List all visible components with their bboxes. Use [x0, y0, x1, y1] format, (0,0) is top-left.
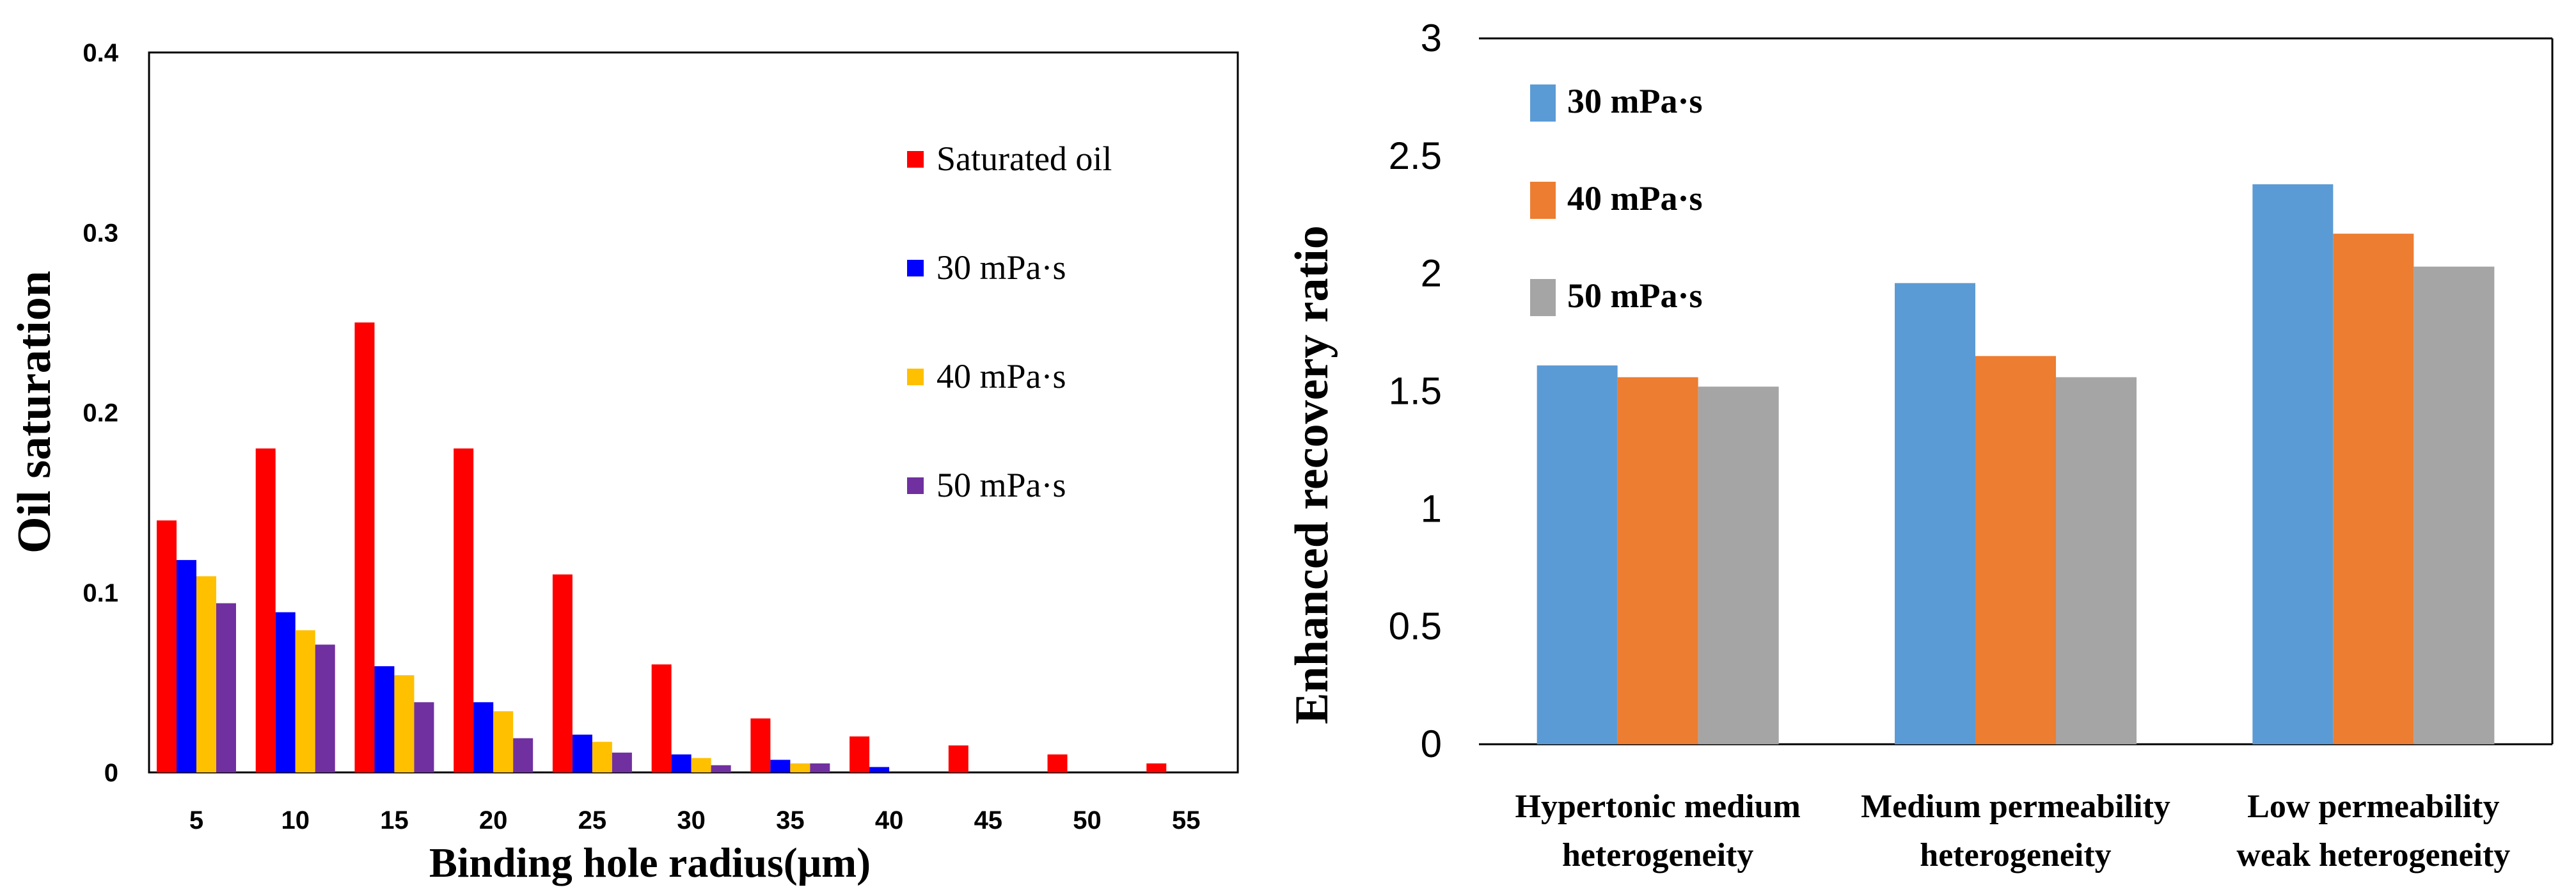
- left-x-axis-label: Binding hole radius(μm): [429, 840, 871, 886]
- right-y-tick-label: 3: [1421, 17, 1442, 60]
- left-bar-saturated-oil-50: [1047, 754, 1068, 772]
- left-bar-30-mpa-s-40: [869, 767, 890, 772]
- left-x-tick-label: 20: [479, 806, 508, 834]
- left-bar-50-mpa-s-30: [711, 765, 731, 772]
- left-bar-30-mpa-s-30: [671, 754, 691, 772]
- left-bar-saturated-oil-15: [354, 322, 375, 772]
- right-legend-swatch: [1530, 182, 1556, 219]
- right-bar-30-mpa-s-1: [1895, 283, 1975, 745]
- right-x-tick-label: weak heterogeneity: [2236, 837, 2510, 874]
- left-x-tick-label: 50: [1073, 806, 1102, 834]
- right-y-tick-label: 2.5: [1389, 134, 1442, 177]
- left-x-tick-label: 30: [677, 806, 706, 834]
- left-bar-saturated-oil-35: [750, 718, 771, 772]
- left-legend-label: 40 mPa·s: [936, 357, 1066, 395]
- left-x-tick-label: 5: [189, 806, 203, 834]
- right-x-tick-label: heterogeneity: [1920, 837, 2111, 874]
- left-bar-30-mpa-s-20: [473, 702, 494, 772]
- left-x-tick-label: 35: [776, 806, 805, 834]
- right-y-axis-label: Enhanced recovery ratio: [1286, 225, 1338, 724]
- right-x-tick-label: Medium permeability: [1861, 788, 2170, 825]
- left-bar-saturated-oil-55: [1146, 763, 1167, 772]
- left-bar-40-mpa-s-25: [592, 742, 612, 772]
- left-y-tick-label: 0.4: [83, 39, 118, 67]
- left-bar-40-mpa-s-15: [394, 675, 415, 772]
- left-bar-saturated-oil-10: [255, 448, 276, 772]
- left-y-axis-label: Oil saturation: [8, 271, 61, 554]
- left-bar-saturated-oil-20: [454, 448, 474, 772]
- left-bar-40-mpa-s-10: [295, 630, 315, 772]
- left-bar-50-mpa-s-25: [612, 753, 632, 772]
- right-y-tick-label: 0.5: [1389, 605, 1442, 648]
- left-y-tick-label: 0.3: [83, 219, 118, 247]
- left-bar-50-mpa-s-15: [414, 702, 434, 772]
- left-bar-30-mpa-s-35: [770, 760, 791, 772]
- right-bar-40-mpa-s-0: [1617, 377, 1698, 744]
- right-bar-30-mpa-s-2: [2252, 184, 2334, 744]
- right-x-tick-label: Low permeability: [2247, 788, 2499, 825]
- oil-saturation-chart: 0 0.1 0.2 0.3 0.4 5 10 15 20 25 30 35 40 45 50 55 Satu…: [8, 39, 1239, 886]
- left-bar-saturated-oil-25: [552, 574, 573, 772]
- left-bar-30-mpa-s-15: [374, 666, 395, 772]
- left-bar-30-mpa-s-25: [572, 734, 592, 772]
- left-bar-40-mpa-s-30: [691, 758, 711, 772]
- left-x-tick-label: 25: [578, 806, 607, 834]
- left-bar-saturated-oil-30: [651, 664, 672, 772]
- right-bar-40-mpa-s-1: [1975, 356, 2056, 744]
- left-x-tick-label: 55: [1172, 806, 1201, 834]
- recovery-ratio-chart: 0 0.5 1 1.5 2 2.5 3 Hypertonic medium heterogen…: [1286, 17, 2554, 874]
- right-bar-50-mpa-s-1: [2056, 377, 2137, 744]
- right-legend-swatch: [1530, 84, 1556, 122]
- left-legend-swatch: [907, 369, 924, 385]
- left-legend-label: 30 mPa·s: [936, 248, 1066, 287]
- left-x-tick-label: 15: [380, 806, 409, 834]
- left-x-tick-label: 40: [875, 806, 904, 834]
- left-legend-label: Saturated oil: [936, 140, 1112, 178]
- left-bar-30-mpa-s-5: [177, 560, 196, 772]
- right-x-tick-label: heterogeneity: [1562, 837, 1753, 874]
- left-x-tick-label: 10: [281, 806, 310, 834]
- right-legend-label: 30 mPa·s: [1567, 82, 1703, 120]
- left-bar-40-mpa-s-20: [493, 711, 514, 772]
- left-bar-saturated-oil-40: [849, 736, 870, 772]
- right-x-tick-label: Hypertonic medium: [1515, 788, 1801, 825]
- left-bar-30-mpa-s-10: [275, 612, 296, 772]
- left-bar-50-mpa-s-5: [216, 603, 236, 772]
- left-y-tick-label: 0.1: [83, 579, 118, 607]
- left-legend-swatch: [907, 151, 924, 168]
- left-bar-40-mpa-s-5: [196, 576, 216, 772]
- right-legend-label: 40 mPa·s: [1567, 179, 1703, 218]
- left-bar-50-mpa-s-35: [810, 763, 830, 772]
- right-legend-label: 50 mPa·s: [1567, 276, 1703, 315]
- left-bar-50-mpa-s-20: [513, 738, 533, 772]
- left-bar-50-mpa-s-10: [315, 644, 335, 772]
- right-y-tick-label: 1.5: [1389, 370, 1442, 413]
- right-bar-50-mpa-s-2: [2414, 266, 2495, 744]
- right-y-tick-label: 1: [1421, 487, 1442, 530]
- left-x-tick-label: 45: [974, 806, 1003, 834]
- left-bar-40-mpa-s-35: [790, 763, 810, 772]
- right-bar-40-mpa-s-2: [2333, 234, 2414, 744]
- right-legend-swatch: [1530, 279, 1556, 316]
- left-bar-saturated-oil-45: [948, 745, 968, 772]
- right-bar-30-mpa-s-0: [1537, 365, 1618, 744]
- right-bar-50-mpa-s-0: [1698, 387, 1779, 744]
- left-legend-swatch: [907, 477, 924, 494]
- left-y-tick-label: 0: [104, 759, 118, 787]
- left-y-tick-label: 0.2: [83, 399, 118, 427]
- left-legend-swatch: [907, 260, 924, 276]
- right-y-tick-label: 0: [1421, 722, 1442, 765]
- right-y-tick-label: 2: [1421, 252, 1442, 295]
- left-legend-label: 50 mPa·s: [936, 466, 1066, 504]
- left-bar-saturated-oil-5: [157, 520, 177, 772]
